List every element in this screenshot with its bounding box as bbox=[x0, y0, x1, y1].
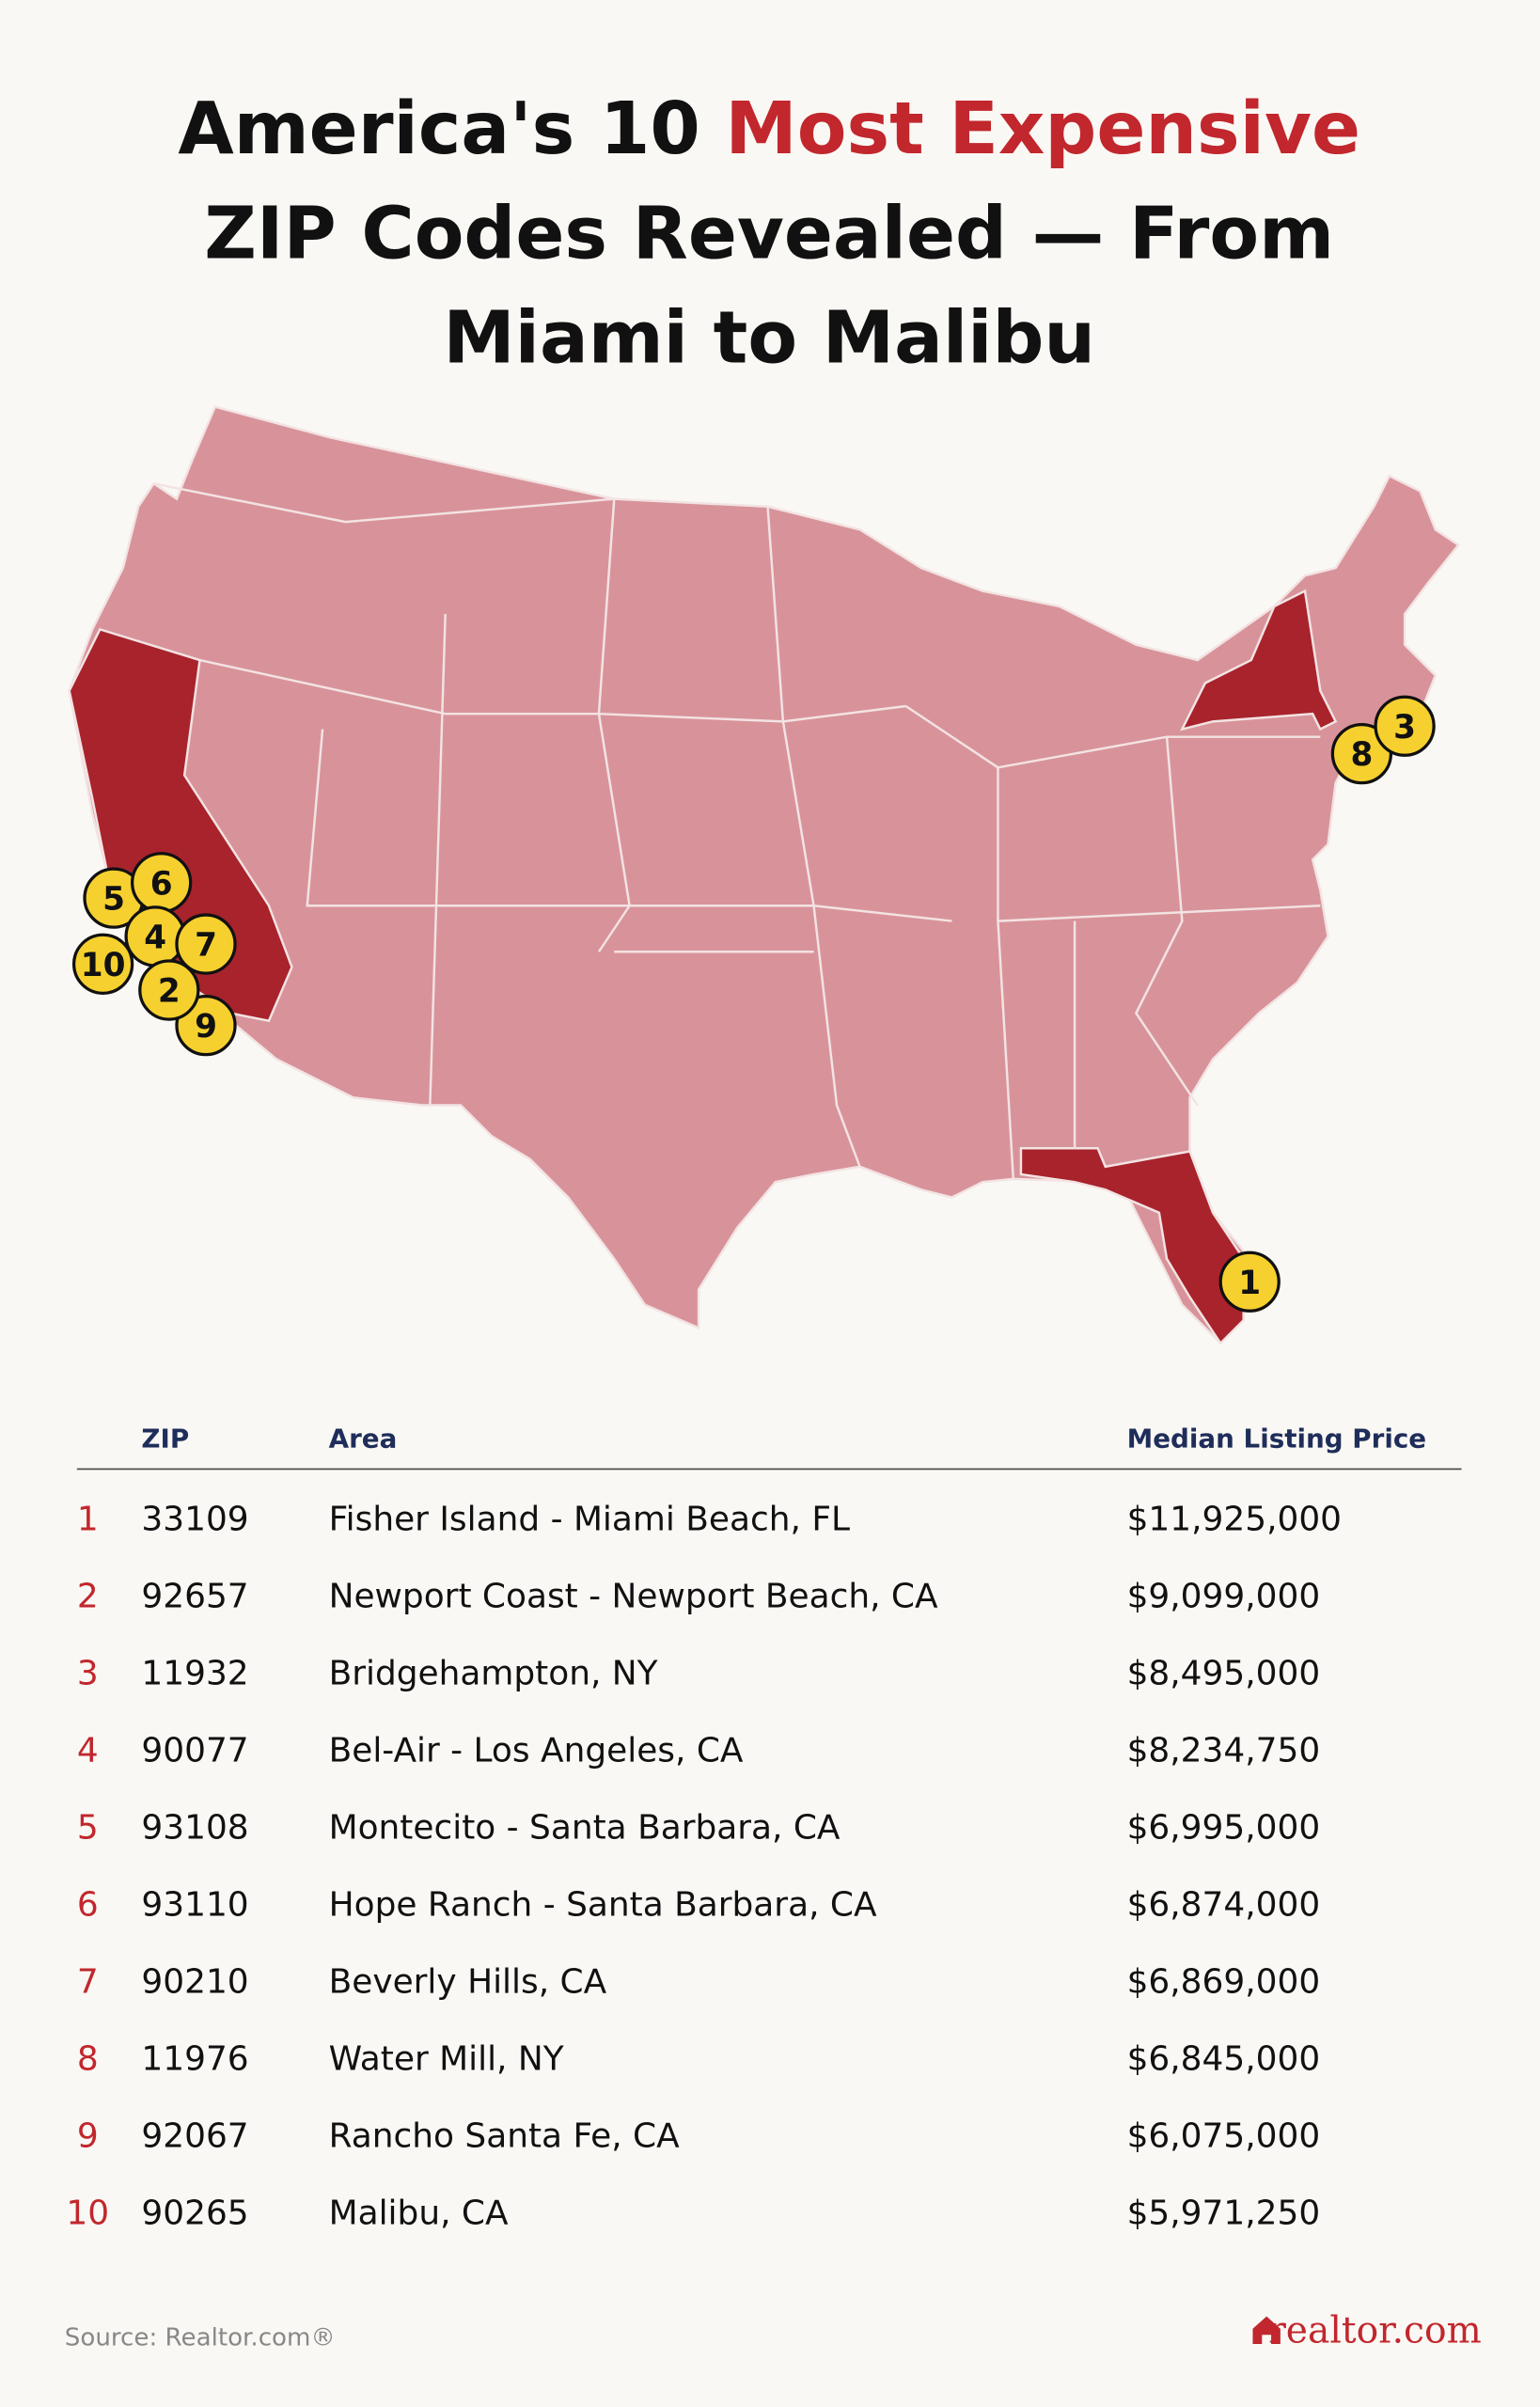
area: Montecito - Santa Barbara, CA bbox=[329, 1809, 841, 1848]
table-row: 10 90265 Malibu, CA $5,971,250 bbox=[66, 2194, 1320, 2232]
area: Newport Coast - Newport Beach, CA bbox=[329, 1578, 938, 1616]
zip: 93110 bbox=[141, 1886, 248, 1925]
title-line: America's 10 Most Expensive bbox=[178, 87, 1360, 171]
logo-house bbox=[1252, 2316, 1281, 2345]
marker-dot bbox=[71, 933, 134, 995]
markers: 83 10 9 5 6 4 72 1 bbox=[71, 695, 1436, 1313]
column-header: Median Listing Price bbox=[1127, 1424, 1427, 1455]
price: $11,925,000 bbox=[1127, 1501, 1342, 1539]
zip: 90210 bbox=[141, 1963, 248, 2002]
area: Water Mill, NY bbox=[329, 2039, 564, 2078]
map-marker: 10 bbox=[71, 933, 134, 995]
price: $5,971,250 bbox=[1127, 2194, 1321, 2232]
rank: 7 bbox=[77, 1963, 99, 2002]
table-row: 8 11976 Water Mill, NY $6,845,000 bbox=[77, 2039, 1320, 2078]
zip: 33109 bbox=[141, 1501, 248, 1539]
column-header: ZIP bbox=[141, 1424, 189, 1455]
area: Hope Ranch - Santa Barbara, CA bbox=[329, 1886, 877, 1925]
map-marker: 7 bbox=[175, 913, 237, 975]
marker-dot bbox=[175, 913, 237, 975]
marker-label: 10 bbox=[81, 947, 126, 984]
marker-label: 4 bbox=[144, 920, 166, 957]
area: Bel-Air - Los Angeles, CA bbox=[329, 1732, 744, 1770]
zip: 11932 bbox=[141, 1655, 248, 1693]
map-marker: 5 bbox=[83, 867, 145, 929]
marker-label: 6 bbox=[150, 865, 173, 903]
map-marker: 3 bbox=[1374, 695, 1436, 757]
column-header: Area bbox=[329, 1424, 398, 1455]
marker-dot bbox=[1374, 695, 1436, 757]
map-marker: 2 bbox=[138, 959, 200, 1021]
area: Rancho Santa Fe, CA bbox=[329, 2116, 681, 2155]
marker-label: 1 bbox=[1238, 1265, 1261, 1302]
table-row: 5 93108 Montecito - Santa Barbara, CA $6,99… bbox=[77, 1809, 1320, 1848]
title-highlight: Most Expensive bbox=[725, 87, 1360, 171]
state-borders bbox=[153, 482, 1321, 1179]
price: $6,845,000 bbox=[1127, 2039, 1321, 2078]
rank: 9 bbox=[77, 2116, 99, 2155]
table-row: 6 93110 Hope Ranch - Santa Barbara, CA $6,8… bbox=[77, 1886, 1320, 1925]
state-florida bbox=[1019, 1147, 1245, 1345]
marker-label: 9 bbox=[195, 1008, 217, 1046]
table-row: 3 11932 Bridgehampton, NY $8,495,000 bbox=[77, 1655, 1320, 1693]
rank: 8 bbox=[77, 2039, 99, 2078]
table-row: 1 33109 Fisher Island - Miami Beach, FL $11… bbox=[77, 1501, 1342, 1539]
logo: realtor.com bbox=[1252, 2309, 1482, 2352]
price: $6,075,000 bbox=[1127, 2116, 1321, 2155]
marker-dot bbox=[1330, 722, 1393, 785]
price: $6,869,000 bbox=[1127, 1963, 1321, 2002]
area: Bridgehampton, NY bbox=[329, 1655, 658, 1693]
zip: 90077 bbox=[141, 1732, 248, 1770]
price: $8,495,000 bbox=[1127, 1655, 1321, 1693]
area: Malibu, CA bbox=[329, 2194, 509, 2232]
zip: 90265 bbox=[141, 2194, 248, 2232]
source: Source: Realtor.com® bbox=[65, 2324, 336, 2352]
table-row: 2 92657 Newport Coast - Newport Beach, CA $… bbox=[77, 1578, 1320, 1616]
map-marker: 1 bbox=[1218, 1251, 1281, 1313]
price: $6,995,000 bbox=[1127, 1809, 1321, 1848]
table-row: 7 90210 Beverly Hills, CA $6,869,000 bbox=[77, 1963, 1320, 2002]
area: Fisher Island - Miami Beach, FL bbox=[329, 1501, 850, 1539]
table-row: 4 90077 Bel-Air - Los Angeles, CA $8,234,75… bbox=[77, 1732, 1320, 1770]
title-line: Miami to Malibu bbox=[443, 296, 1095, 380]
zip: 11976 bbox=[141, 2039, 248, 2078]
rank: 6 bbox=[77, 1886, 99, 1925]
price: $8,234,750 bbox=[1127, 1732, 1321, 1770]
title-text: America's 10 bbox=[178, 87, 725, 171]
title-line: ZIP Codes Revealed — From bbox=[204, 192, 1334, 275]
marker-label: 3 bbox=[1393, 709, 1416, 747]
rank: 2 bbox=[77, 1578, 99, 1616]
map-marker: 4 bbox=[124, 905, 186, 968]
marker-dot bbox=[1218, 1251, 1281, 1313]
table: ZIP Area Median Listing Price 1 33109 Fish… bbox=[66, 1424, 1462, 2232]
marker-label: 7 bbox=[195, 927, 217, 965]
rank: 4 bbox=[77, 1732, 99, 1770]
marker-label: 8 bbox=[1350, 736, 1373, 774]
zip: 92657 bbox=[141, 1578, 248, 1616]
rank: 1 bbox=[77, 1501, 99, 1539]
map-marker: 8 bbox=[1330, 722, 1393, 785]
state-new-york bbox=[1180, 589, 1338, 732]
zip: 93108 bbox=[141, 1809, 248, 1848]
rank: 3 bbox=[77, 1655, 99, 1693]
rank: 10 bbox=[66, 2194, 109, 2232]
area: Beverly Hills, CA bbox=[329, 1963, 607, 2002]
logo-text: realtor.com bbox=[1268, 2309, 1482, 2352]
marker-label: 5 bbox=[102, 881, 125, 919]
marker-label: 2 bbox=[158, 973, 181, 1011]
map-marker: 6 bbox=[131, 852, 193, 914]
table-row: 9 92067 Rancho Santa Fe, CA $6,075,000 bbox=[77, 2116, 1320, 2155]
marker-dot bbox=[138, 959, 200, 1021]
price: $9,099,000 bbox=[1127, 1578, 1321, 1616]
rank: 5 bbox=[77, 1809, 99, 1848]
us-map: 83 10 9 5 6 4 72 1 bbox=[68, 405, 1461, 1345]
price: $6,874,000 bbox=[1127, 1886, 1321, 1925]
zip: 92067 bbox=[141, 2116, 248, 2155]
